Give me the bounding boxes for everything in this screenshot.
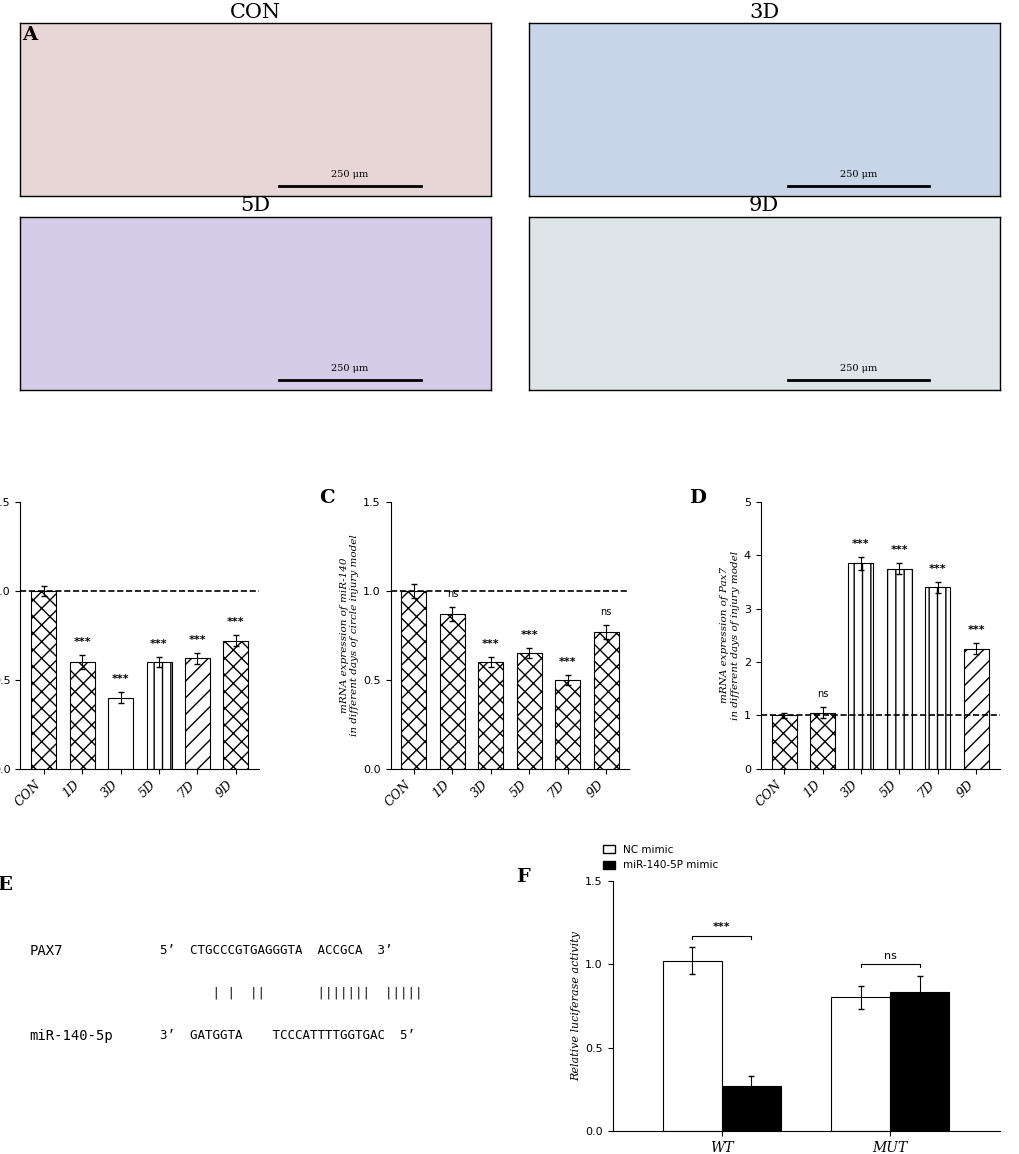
Text: 3’  GATGGTA    TCCCATTTTGGTGAC  5’: 3’ GATGGTA TCCCATTTTGGTGAC 5’: [160, 1029, 415, 1042]
Text: ***: ***: [112, 674, 129, 684]
Y-axis label: Relative luciferase activity: Relative luciferase activity: [571, 931, 581, 1081]
Bar: [439, 614, 465, 769]
Text: C: C: [319, 488, 334, 507]
Bar: [554, 680, 580, 769]
Title: 5D: 5D: [240, 196, 271, 216]
Bar: [593, 631, 618, 769]
Text: ***: ***: [520, 630, 537, 639]
Bar: [147, 662, 171, 769]
Y-axis label: mRNA expression of Pax7
in different days of injury model: mRNA expression of Pax7 in different day…: [719, 550, 739, 720]
Y-axis label: mRNA expression of miR-140
in different days of circle injury model: mRNA expression of miR-140 in different …: [339, 534, 359, 736]
Bar: [963, 649, 987, 769]
Bar: [770, 715, 796, 769]
Bar: [32, 591, 56, 769]
Bar: [108, 698, 132, 769]
Text: ***: ***: [558, 657, 576, 667]
Bar: [830, 997, 890, 1131]
Text: ***: ***: [712, 922, 730, 932]
Text: ***: ***: [966, 625, 984, 636]
Text: PAX7: PAX7: [30, 944, 63, 958]
Text: ***: ***: [189, 635, 206, 645]
Text: ***: ***: [227, 617, 245, 628]
Text: miR-140-5p: miR-140-5p: [30, 1029, 113, 1043]
Text: E: E: [0, 876, 12, 893]
Text: D: D: [689, 488, 705, 507]
Bar: [69, 662, 95, 769]
Text: | |  ||       |||||||  |||||: | | || ||||||| |||||: [160, 987, 422, 999]
Bar: [478, 662, 502, 769]
Bar: [924, 587, 950, 769]
Text: ***: ***: [928, 564, 946, 574]
Text: ns: ns: [446, 589, 458, 599]
Bar: [887, 569, 911, 769]
Legend: NC mimic, miR-140-5P mimic: NC mimic, miR-140-5P mimic: [598, 841, 722, 875]
Text: ***: ***: [73, 637, 91, 647]
Text: ns: ns: [882, 951, 896, 961]
Bar: [809, 713, 835, 769]
Text: F: F: [516, 868, 529, 886]
Text: ns: ns: [600, 607, 611, 616]
Text: 250 μm: 250 μm: [839, 364, 876, 373]
Bar: [890, 992, 949, 1131]
Title: 9D: 9D: [748, 196, 779, 216]
Bar: [184, 659, 210, 769]
Text: 250 μm: 250 μm: [331, 170, 368, 179]
Bar: [517, 653, 541, 769]
Text: A: A: [22, 27, 38, 44]
Bar: [721, 1086, 781, 1131]
Text: ***: ***: [851, 539, 869, 549]
Text: ns: ns: [816, 689, 827, 699]
Text: ***: ***: [890, 546, 907, 555]
Bar: [401, 591, 426, 769]
Bar: [223, 640, 249, 769]
Text: ***: ***: [150, 638, 168, 649]
Text: ***: ***: [482, 638, 499, 649]
Bar: [662, 961, 721, 1131]
Bar: [848, 563, 872, 769]
Text: 250 μm: 250 μm: [839, 170, 876, 179]
Text: 5’  CTGCCCGTGAGGGTA  ACCGCA  3’: 5’ CTGCCCGTGAGGGTA ACCGCA 3’: [160, 944, 392, 958]
Text: 250 μm: 250 μm: [331, 364, 368, 373]
Title: 3D: 3D: [748, 2, 779, 22]
Title: CON: CON: [230, 2, 281, 22]
